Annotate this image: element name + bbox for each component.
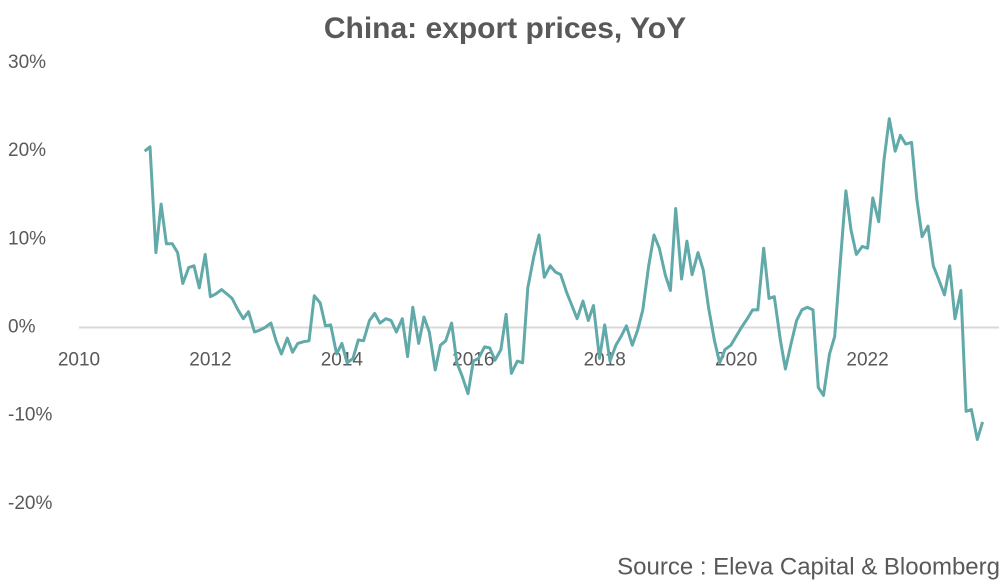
x-tick-label: 2020 [715,350,757,371]
x-tick-label: 2014 [321,350,364,371]
y-tick-label: 10% [8,228,46,249]
y-tick-label: 20% [8,140,46,161]
y-tick-label: 0% [8,317,36,338]
x-tick-label: 2010 [58,350,100,371]
data-line [143,117,985,441]
y-tick-label: -20% [8,493,52,514]
x-tick-label: 2022 [846,350,888,371]
source-note: Source : Eleva Capital & Bloomberg [617,553,1000,580]
y-tick-label: -10% [8,405,52,426]
y-tick-label: 30% [8,52,46,73]
x-tick-label: 2018 [584,350,626,371]
chart-title: China: export prices, YoY [324,12,686,45]
x-tick-label: 2012 [189,350,231,371]
